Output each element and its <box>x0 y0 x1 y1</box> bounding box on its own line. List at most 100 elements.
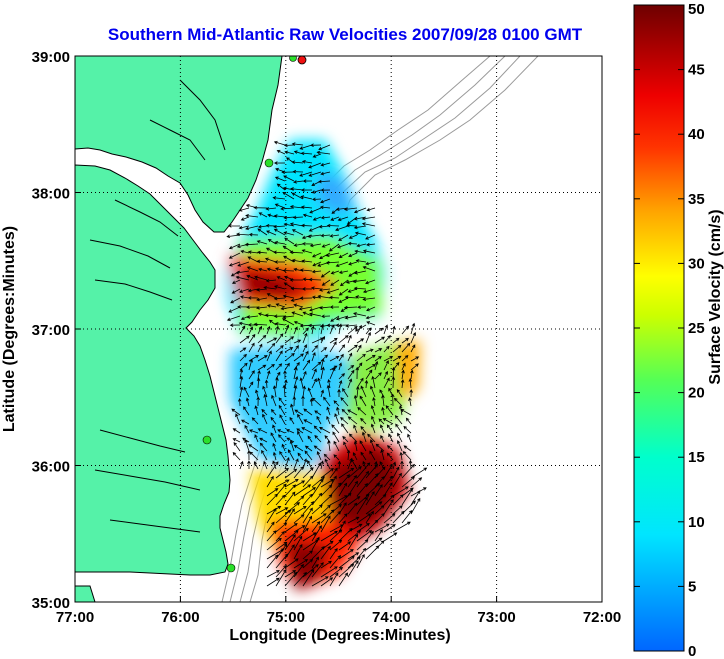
velocity-vector <box>312 197 322 202</box>
velocity-vector <box>401 342 411 353</box>
velocity-vector <box>302 515 312 533</box>
velocity-vector <box>300 195 313 200</box>
velocity-vector <box>401 355 409 362</box>
velocity-vector <box>249 429 259 434</box>
velocity-vector <box>301 287 313 291</box>
velocity-vector <box>311 325 315 335</box>
velocity-vector <box>401 488 413 506</box>
velocity-vector <box>293 535 303 551</box>
velocity-vector <box>238 225 250 230</box>
velocity-vector <box>289 204 304 209</box>
velocity-vector <box>341 408 349 416</box>
velocity-vector <box>374 523 390 533</box>
velocity-vector <box>319 306 331 310</box>
velocity-vector <box>320 540 334 551</box>
velocity-vector <box>302 550 313 560</box>
station-marker[interactable] <box>289 55 297 62</box>
velocity-vector <box>266 325 271 335</box>
velocity-vector <box>272 451 277 461</box>
velocity-vector <box>392 337 400 344</box>
velocity-vector <box>383 370 389 380</box>
velocity-vector <box>239 347 247 353</box>
velocity-vector <box>379 424 385 434</box>
velocity-vector <box>392 510 405 524</box>
velocity-vector <box>383 324 389 335</box>
velocity-vector <box>320 335 326 344</box>
velocity-vector <box>364 379 369 389</box>
velocity-vector <box>320 484 333 497</box>
velocity-vector <box>388 433 394 443</box>
velocity-vector <box>365 482 381 497</box>
velocity-vector <box>309 306 322 312</box>
map-title: Southern Mid-Atlantic Raw Velocities 200… <box>108 25 583 44</box>
velocity-vector <box>293 326 298 335</box>
velocity-vector <box>284 347 294 353</box>
velocity-vector <box>360 451 367 461</box>
velocity-vector <box>248 355 260 362</box>
velocity-vector <box>347 325 358 335</box>
velocity-vector <box>410 477 423 488</box>
velocity-vector <box>410 356 420 362</box>
velocity-vector <box>232 451 241 461</box>
velocity-vector <box>282 384 287 398</box>
velocity-vector <box>284 352 295 362</box>
colorbar-tick-label: 10 <box>688 514 705 531</box>
colorbar <box>633 4 685 652</box>
velocity-vector <box>320 494 333 506</box>
velocity-vector <box>333 400 340 407</box>
velocity-vector <box>338 467 355 479</box>
velocity-vector <box>347 496 361 506</box>
station-marker[interactable] <box>202 435 212 445</box>
velocity-vector <box>344 315 358 320</box>
velocity-vector <box>320 215 331 220</box>
tick-marks <box>74 55 603 603</box>
x-tick-label: 76:00 <box>161 609 199 626</box>
grid-lines <box>75 56 602 602</box>
velocity-vector <box>320 478 334 488</box>
velocity-vector <box>300 188 313 192</box>
x-tick-labels: 77:00 76:00 75:00 74:00 73:00 72:00 <box>56 609 621 626</box>
velocity-vector <box>325 261 340 265</box>
velocity-vector <box>299 268 313 272</box>
velocity-vector <box>310 286 322 290</box>
velocity-vector <box>374 336 386 344</box>
velocity-vector <box>321 279 331 286</box>
velocity-vector <box>257 428 268 434</box>
velocity-vector <box>370 423 376 434</box>
velocity-vector <box>293 320 304 326</box>
velocity-vector <box>356 513 372 524</box>
velocity-vector <box>329 295 340 300</box>
velocity-vector <box>266 537 282 551</box>
velocity-vector <box>327 379 331 389</box>
velocity-vector <box>303 419 313 425</box>
velocity-vector <box>329 324 335 335</box>
velocity-vector <box>262 413 268 425</box>
velocity-vector <box>329 566 344 578</box>
velocity-vector <box>289 440 295 452</box>
velocity-vector <box>274 322 286 326</box>
velocity-vector <box>374 372 382 380</box>
station-marker[interactable] <box>264 158 274 168</box>
velocity-vector <box>356 353 366 362</box>
velocity-vector <box>309 312 322 317</box>
velocity-vector <box>353 286 367 291</box>
velocity-vector <box>266 521 275 533</box>
velocity-vector <box>320 389 325 398</box>
velocity-vector <box>312 261 322 267</box>
velocity-vector <box>392 494 404 506</box>
velocity-vector <box>266 230 277 236</box>
velocity-vector <box>347 556 361 569</box>
velocity-vector <box>391 376 396 389</box>
velocity-vector <box>302 493 313 506</box>
velocity-vector <box>353 440 358 452</box>
velocity-vector <box>286 429 295 434</box>
velocity-vector <box>311 345 318 353</box>
station-marker[interactable] <box>226 563 236 573</box>
velocity-vector <box>347 288 358 293</box>
velocity-vector <box>338 380 343 389</box>
velocity-vector <box>273 224 286 229</box>
station-marker-highlight[interactable] <box>297 56 307 65</box>
velocity-vector <box>347 516 360 524</box>
velocity-vector <box>275 467 289 479</box>
velocity-vector <box>353 394 358 407</box>
